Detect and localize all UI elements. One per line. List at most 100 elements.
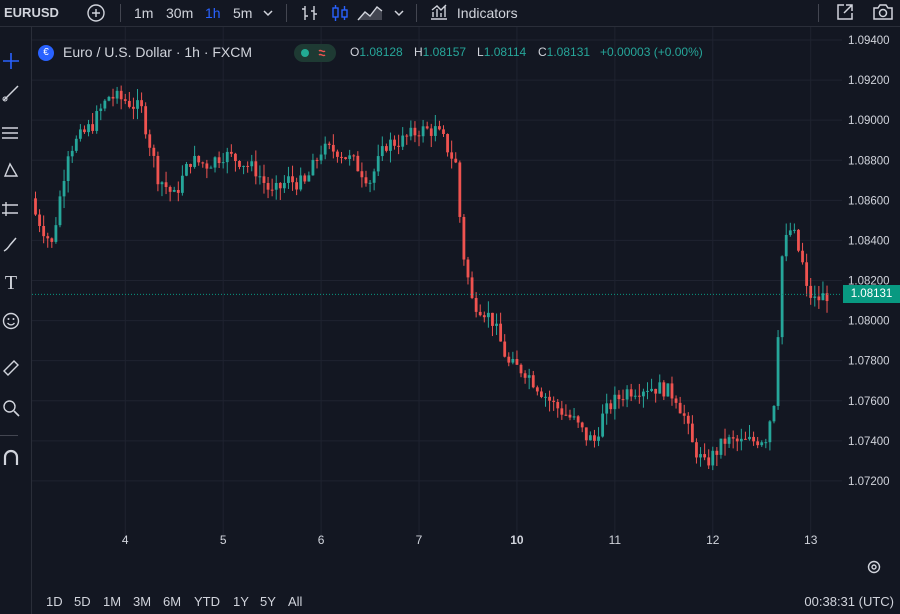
candle-body [748,436,751,440]
zoom-in-icon [3,400,20,417]
time-tick-label: 12 [706,533,720,547]
indicators-button[interactable]: Indicators [429,0,518,26]
candle-body [78,129,82,139]
snapshot-button[interactable] [872,0,894,26]
candle-body [140,100,143,107]
chart-type-dropdown-button[interactable] [393,0,407,26]
candle-body [156,155,160,185]
price-tick-label: 1.09200 [848,75,890,87]
measure-tool[interactable] [0,357,22,379]
legend-title[interactable]: Euro / U.S. Dollar · 1h · FXCM [63,44,253,60]
interval-1h[interactable]: 1h [205,5,221,21]
crosshair-tool[interactable] [0,50,22,72]
fullscreen-button[interactable] [835,0,855,26]
chevron-down-icon [394,10,404,17]
candle-body [666,383,670,397]
candle-body [723,438,727,444]
compare-add-button[interactable] [86,0,106,26]
candle-body [372,171,376,183]
candle-body [531,375,535,388]
pattern-tool[interactable] [0,159,22,181]
candle-body [409,127,413,137]
candle-body [46,236,50,239]
candle-chart-type-button[interactable] [330,0,350,26]
chart-settings-button[interactable] [866,559,882,580]
range-5y[interactable]: 5Y [260,594,276,609]
candle-body [356,155,360,172]
intervals-dropdown-button[interactable] [262,0,276,26]
candle-body [413,127,417,136]
area-chart-type-button[interactable] [357,0,383,26]
candle-body [274,182,278,190]
candle-body [482,315,486,318]
candle-body [323,143,327,155]
range-1m[interactable]: 1M [103,594,122,609]
forecast-tool[interactable] [0,198,22,220]
candle-body [95,111,99,131]
candle-body [519,364,523,374]
range-ytd[interactable]: YTD [194,594,220,609]
emoji-tool[interactable] [0,310,22,332]
candle-body [491,312,494,326]
candle-body [119,90,123,100]
range-6m[interactable]: 6M [163,594,182,609]
zoom-tool[interactable] [0,397,22,419]
ruler-icon [3,360,19,376]
interval-1m[interactable]: 1m [134,5,154,21]
candle-body [458,162,462,217]
candle-body [315,159,319,161]
candle-body [805,262,809,286]
ohlc-open: O1.08128 [350,45,403,59]
candle-body [540,391,543,397]
candle-body [433,126,437,136]
candle-body [144,106,148,135]
brush-tool[interactable] [0,233,22,255]
range-all[interactable]: All [288,594,303,609]
candle-body [662,382,666,397]
candle-body [495,323,498,326]
utc-clock[interactable]: 00:38:31 (UTC) [804,594,894,609]
bar-chart-type-button[interactable] [300,0,320,26]
range-1d[interactable]: 1D [46,594,63,609]
price-tick-label: 1.08000 [848,316,890,328]
candle-body [629,389,633,397]
candle-body [311,159,315,176]
candle-body [189,163,192,167]
candle-body [115,90,119,99]
candle-body [103,100,107,109]
candle-body [650,388,653,391]
candle-body [503,341,507,357]
trendline-tool[interactable] [0,82,22,104]
range-5d[interactable]: 5D [74,594,91,609]
candle-body [123,99,127,101]
fib-tool[interactable] [0,122,22,144]
candle-body [319,154,323,161]
interval-5m[interactable]: 5m [233,5,253,21]
text-tool[interactable]: T [0,272,22,294]
candle-body [401,135,405,147]
range-1y[interactable]: 1Y [233,594,249,609]
candle-body [282,182,286,189]
price-tick-label: 1.08600 [848,195,890,207]
price-tick-label: 1.08400 [848,235,890,247]
candle-body [172,189,176,192]
forecast-icon [2,202,18,216]
candle-body [99,108,103,112]
candle-body [727,437,731,444]
market-status-pill[interactable] [294,44,336,62]
candle-body [707,457,711,466]
candle-body [50,238,54,242]
range-3m[interactable]: 3M [133,594,152,609]
candle-body [735,438,739,442]
interval-30m[interactable]: 30m [166,5,194,21]
time-tick-label: 13 [804,533,818,547]
candle-body [780,256,784,338]
candle-body [715,450,719,455]
price-scale[interactable]: 1.09400 1.09200 1.09000 1.08800 1.08600 1.084… [842,27,900,547]
candle-body [176,189,180,193]
candle-body [670,383,674,399]
magnet-tool[interactable] [0,447,22,469]
price-chart[interactable]: 4 5 6 7 10 11 12 13 [32,27,842,547]
symbol-search-button[interactable]: EURUSD [4,5,59,20]
candle-body [658,382,662,394]
